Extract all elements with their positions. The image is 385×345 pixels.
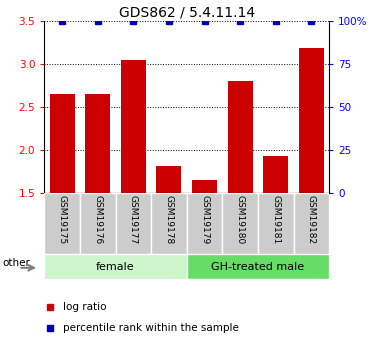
Text: other: other [2, 258, 30, 268]
Bar [187, 193, 223, 254]
Text: GSM19176: GSM19176 [93, 195, 102, 244]
Text: GSM19178: GSM19178 [164, 195, 173, 244]
Text: GSM19175: GSM19175 [58, 195, 67, 244]
Text: female: female [96, 262, 135, 272]
Bar [151, 193, 187, 254]
Bar [258, 193, 294, 254]
Bar [263, 156, 288, 193]
Bar [116, 193, 151, 254]
Bar [50, 94, 75, 193]
Bar [85, 94, 110, 193]
Bar [156, 166, 181, 193]
Bar [299, 48, 324, 193]
Bar [192, 180, 217, 193]
Text: GSM19182: GSM19182 [307, 195, 316, 244]
Text: GH-treated male: GH-treated male [211, 262, 305, 272]
Bar [187, 254, 329, 279]
Bar [223, 193, 258, 254]
Title: GDS862 / 5.4.11.14: GDS862 / 5.4.11.14 [119, 6, 255, 20]
Bar [293, 193, 329, 254]
Text: GSM19177: GSM19177 [129, 195, 138, 244]
Text: GSM19179: GSM19179 [200, 195, 209, 244]
Text: GSM19181: GSM19181 [271, 195, 280, 244]
Bar [44, 193, 80, 254]
Bar [44, 254, 187, 279]
Text: log ratio: log ratio [63, 302, 106, 312]
Bar [228, 81, 253, 193]
Text: percentile rank within the sample: percentile rank within the sample [63, 323, 239, 333]
Bar [80, 193, 116, 254]
Text: GSM19180: GSM19180 [236, 195, 244, 244]
Bar [121, 60, 146, 193]
